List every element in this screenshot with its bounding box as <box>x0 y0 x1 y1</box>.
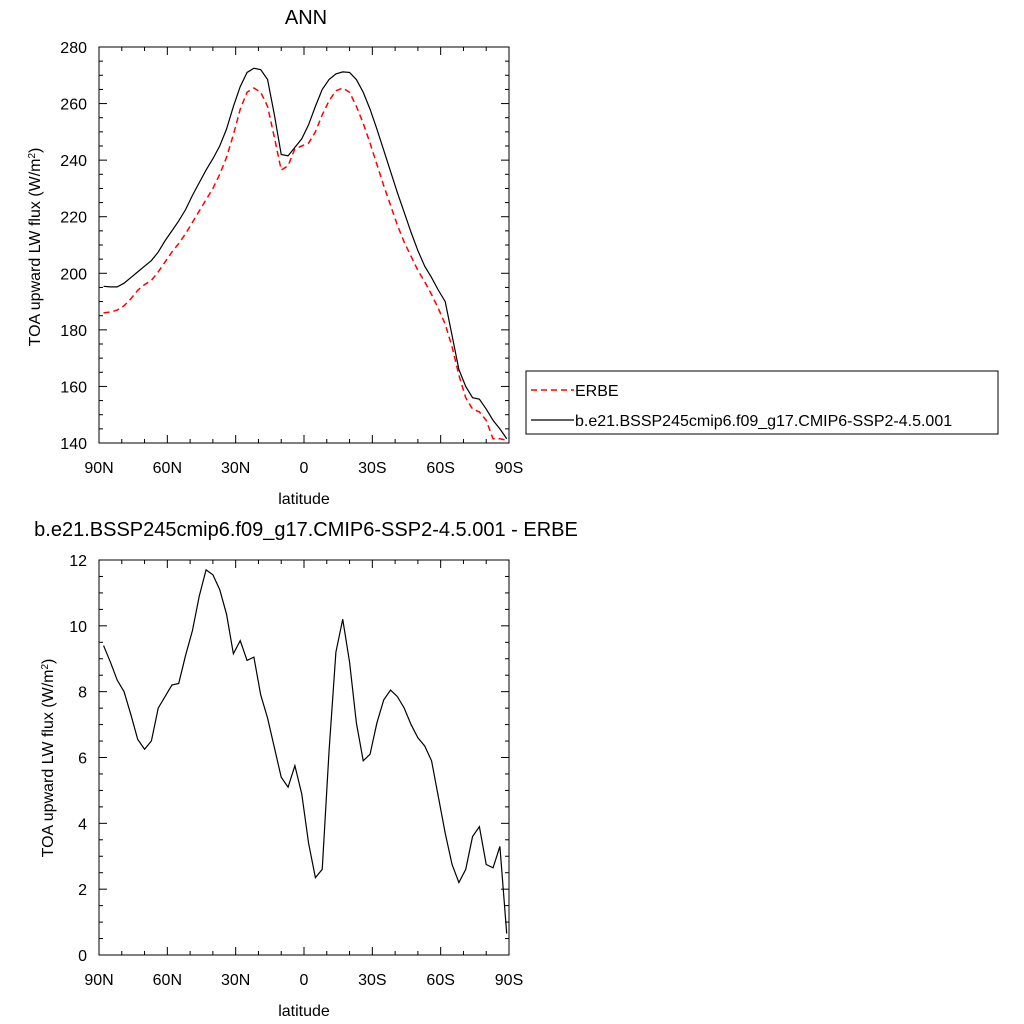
top-series-line-0 <box>103 87 507 441</box>
legend: ERBE b.e21.BSSP245cmip6.f09_g17.CMIP6-SS… <box>525 370 999 435</box>
top-y-tick-label: 140 <box>60 436 87 453</box>
legend-label-model: b.e21.BSSP245cmip6.f09_g17.CMIP6-SSP2-4.… <box>575 413 952 430</box>
top-y-axis-label: TOA upward LW flux (W/m2) <box>27 148 45 347</box>
bottom-y-tick-label: 10 <box>69 619 87 636</box>
top-y-tick-label: 220 <box>60 210 87 227</box>
bottom-x-tick-label: 60S <box>426 972 454 989</box>
top-lines <box>103 67 508 441</box>
top-x-tick-label: 60S <box>426 460 454 477</box>
bottom-y-tick-label: 0 <box>78 948 87 965</box>
bottom-x-tick-label: 90S <box>495 972 523 989</box>
top-y-tick-label: 240 <box>60 153 87 170</box>
bottom-y-axis-label-sup: 2 <box>40 664 51 670</box>
top-y-axis-label-close: ) <box>27 148 44 153</box>
top-y-tick-label: 160 <box>60 379 87 396</box>
bottom-y-tick-label: 12 <box>69 553 87 570</box>
bottom-y-axis-label-close: ) <box>40 659 57 664</box>
top-x-tick-label: 90S <box>495 460 523 477</box>
top-y-tick-label: 180 <box>60 323 87 340</box>
top-y-axis: TOA upward LW flux (W/m2) <box>27 148 45 347</box>
bottom-x-axis: latitude <box>278 1003 330 1020</box>
top-chart-title: ANN <box>285 7 327 29</box>
top-x-tick-label: 60N <box>153 460 182 477</box>
bottom-y-tick-label: 4 <box>78 816 87 833</box>
top-x-tick-label: 90N <box>84 460 113 477</box>
bottom-x-axis-label: latitude <box>278 1003 330 1020</box>
bottom-series-line-0 <box>103 568 508 934</box>
top-y-axis-label-sup: 2 <box>27 153 38 159</box>
bottom-x-tick-label: 0 <box>300 972 309 989</box>
bottom-x-tick-label: 90N <box>84 972 113 989</box>
bottom-panel: b.e21.BSSP245cmip6.f09_g17.CMIP6-SSP2-4.… <box>34 519 578 1020</box>
top-ticks: 90N 60N 30N 0 30S 60S 90S 140 160 180 200 220 240 260… <box>60 40 523 477</box>
top-x-tick-label: 30N <box>221 460 250 477</box>
bottom-y-axis-label-main: TOA upward LW flux (W/m <box>40 670 57 858</box>
bottom-lines <box>103 568 508 934</box>
bottom-ticks: 90N 60N 30N 0 30S 60S 90S 0 2 4 6 8 10 12 <box>69 553 523 989</box>
top-plot-frame <box>98 46 510 444</box>
bottom-y-tick-label: 8 <box>78 685 87 702</box>
bottom-x-tick-label: 60N <box>153 972 182 989</box>
bottom-chart-title: b.e21.BSSP245cmip6.f09_g17.CMIP6-SSP2-4.… <box>34 519 578 541</box>
bottom-plot-frame <box>98 559 510 956</box>
top-x-axis-label: latitude <box>278 491 330 508</box>
top-x-tick-label: 30S <box>358 460 386 477</box>
top-x-axis: latitude <box>278 491 330 508</box>
top-x-tick-label: 0 <box>300 460 309 477</box>
legend-label-erbe: ERBE <box>575 383 619 400</box>
top-y-tick-label: 200 <box>60 266 87 283</box>
top-y-tick-label: 280 <box>60 40 87 57</box>
bottom-y-tick-label: 2 <box>78 882 87 899</box>
bottom-y-tick-label: 6 <box>78 751 87 768</box>
top-y-axis-label-main: TOA upward LW flux (W/m <box>27 159 44 347</box>
bottom-x-tick-label: 30N <box>221 972 250 989</box>
top-panel: ANN TOA upward LW flux (W/m2) latitude 9… <box>27 7 999 508</box>
bottom-y-axis: TOA upward LW flux (W/m2) <box>40 659 58 858</box>
top-series-line-1 <box>103 67 508 440</box>
legend-box <box>525 370 999 435</box>
bottom-y-axis-label: TOA upward LW flux (W/m2) <box>40 659 58 858</box>
top-y-tick-label: 260 <box>60 97 87 114</box>
bottom-x-tick-label: 30S <box>358 972 386 989</box>
